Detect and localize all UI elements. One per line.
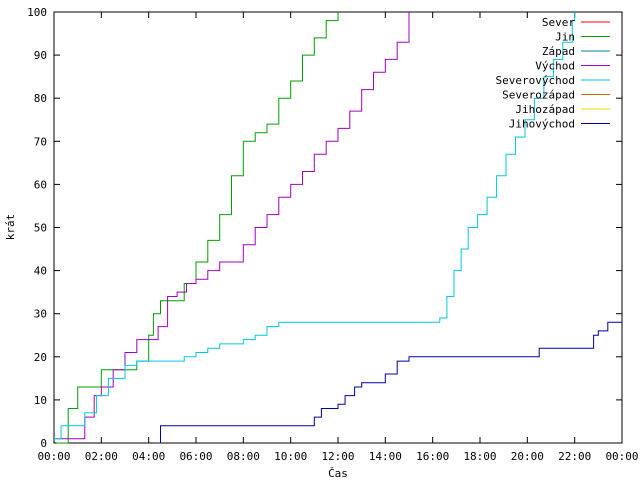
y-tick-label: 20 (34, 351, 47, 364)
series-line-severovychod (54, 12, 576, 440)
x-tick-label: 10:00 (274, 450, 307, 463)
legend-label-severozapad: Severozápad (502, 89, 575, 102)
legend-label-vychod: Východ (535, 60, 575, 73)
series-line-jin (56, 12, 339, 444)
y-tick-label: 90 (34, 49, 47, 62)
y-tick-label: 30 (34, 308, 47, 321)
legend-label-sever: Sever (542, 16, 575, 29)
x-axis-label: Čas (328, 467, 348, 480)
chart-axes: 0 10 20 30 40 50 60 70 80 90 100 00:00 02:00 04:00 06:… (27, 6, 638, 463)
legend-label-jihozapad: Jihozápad (515, 103, 575, 116)
y-tick-label: 0 (40, 437, 47, 450)
x-tick-label: 08:00 (227, 450, 260, 463)
x-tick-label: 04:00 (132, 450, 165, 463)
y-tick-label: 40 (34, 265, 47, 278)
chart-series-layer (54, 12, 622, 444)
legend-label-zapad: Západ (542, 45, 575, 58)
x-tick-label: 06:00 (179, 450, 212, 463)
y-tick-label: 60 (34, 178, 47, 191)
y-tick-label: 10 (34, 394, 47, 407)
y-tick-label: 70 (34, 135, 47, 148)
x-tick-label: 16:00 (416, 450, 449, 463)
y-axis-label: krát (4, 214, 17, 241)
legend-label-jihovychod: Jihovýchod (509, 118, 575, 131)
y-tick-label: 80 (34, 92, 47, 105)
y-tick-label: 50 (34, 222, 47, 235)
x-tick-label: 00:00 (37, 450, 70, 463)
series-line-vychod (54, 12, 410, 440)
x-tick-label: 12:00 (321, 450, 354, 463)
y-tick-label: 100 (27, 6, 47, 19)
x-tick-label: 20:00 (511, 450, 544, 463)
x-tick-label: 02:00 (85, 450, 118, 463)
legend-label-severovychod: Severovýchod (496, 74, 575, 87)
series-line-jihovychod (156, 321, 622, 444)
x-tick-label: 14:00 (369, 450, 402, 463)
legend-label-jin: Jin (555, 31, 575, 44)
x-tick-label: 00:00 (605, 450, 638, 463)
x-tick-label: 18:00 (463, 450, 496, 463)
x-tick-label: 22:00 (558, 450, 591, 463)
